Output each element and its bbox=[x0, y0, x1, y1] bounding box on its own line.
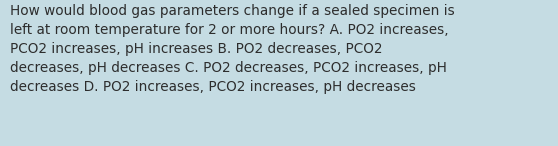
Text: How would blood gas parameters change if a sealed specimen is
left at room tempe: How would blood gas parameters change if… bbox=[10, 4, 455, 94]
